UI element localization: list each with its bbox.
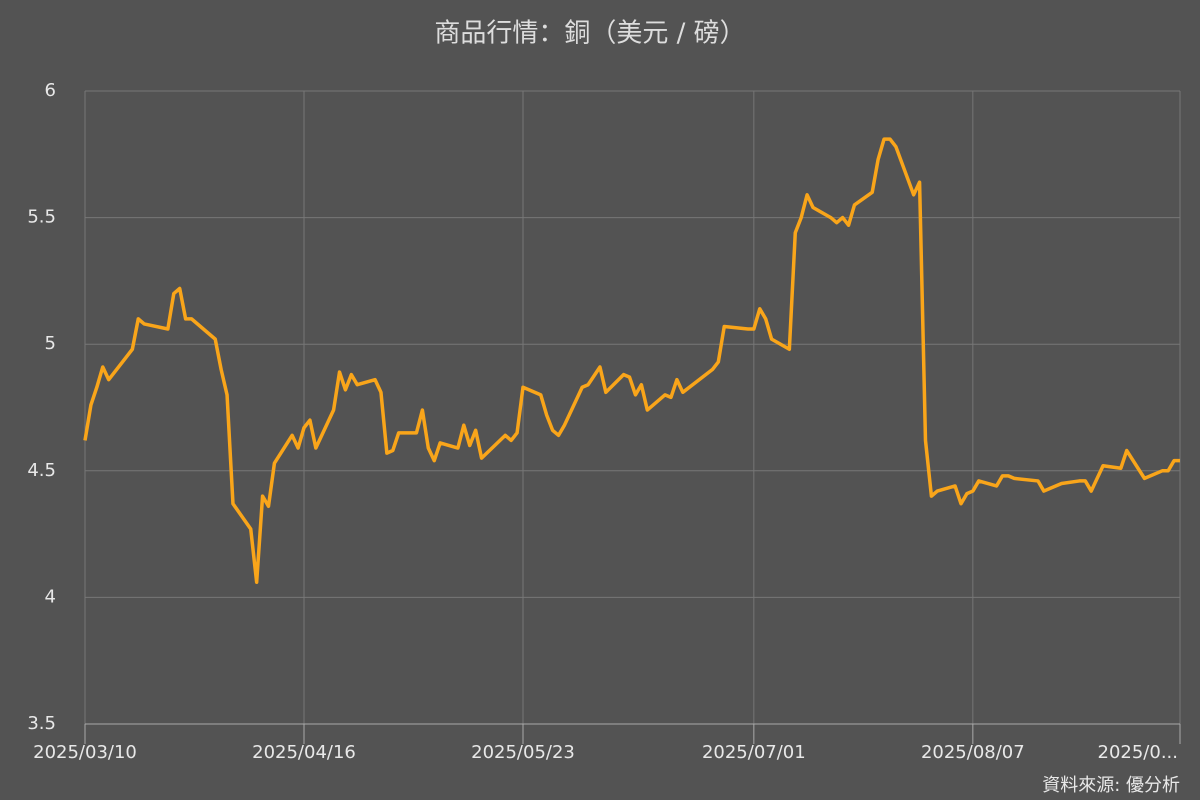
x-tick-label: 2025/08/07 [921,742,1025,763]
x-tick-label: 2025/04/16 [252,742,356,763]
y-tick-label: 5 [45,333,56,354]
x-tick-label: 2025/07/01 [702,742,806,763]
x-tick-label: 2025/05/23 [471,742,575,763]
y-tick-label: 4.5 [27,460,56,481]
y-tick-label: 3.5 [27,713,56,734]
y-tick-label: 6 [45,80,56,101]
x-tick-label: 2025/03/10 [33,742,137,763]
x-tick-label: 2025/0... [1098,742,1179,763]
chart-title: 商品行情：銅（美元 / 磅） [434,19,745,49]
data-line [83,137,1180,584]
y-tick-label: 4 [45,586,56,607]
source-note: 資料來源: 優分析 [1042,775,1180,796]
y-tick-label: 5.5 [27,207,56,228]
